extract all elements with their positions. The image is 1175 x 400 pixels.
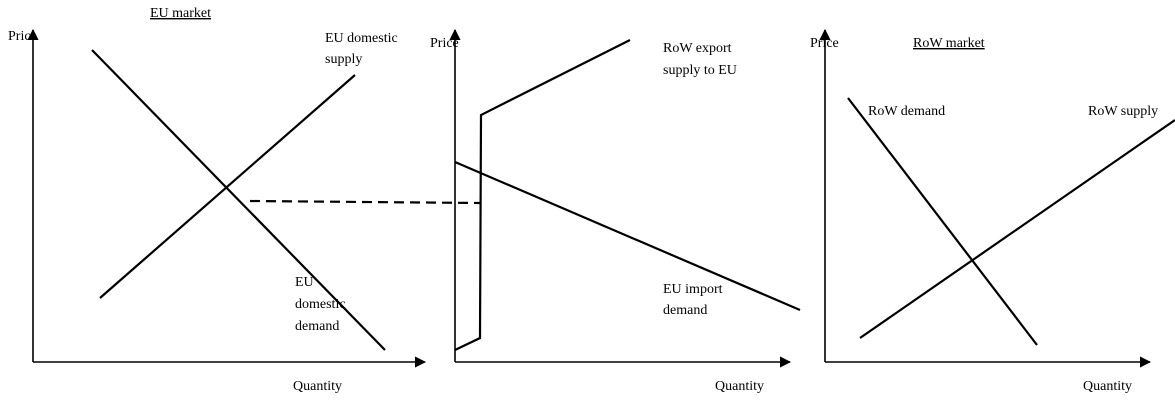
x-axis-label: Quantity — [1083, 379, 1132, 394]
y-axis-label: Price — [8, 29, 37, 44]
demand-curve — [91, 49, 386, 351]
curve-label: EU import — [663, 282, 723, 297]
x-axis-label: Quantity — [715, 379, 764, 394]
panel-title: EU market — [150, 6, 211, 21]
curve-label: EU domestic — [325, 31, 398, 46]
curve-label: domestic — [295, 297, 346, 312]
eu-market-panel: Price EU market Quantity EU domestic sup… — [8, 6, 481, 394]
curve-label: RoW supply — [1088, 104, 1158, 119]
trade-panel: Price Quantity RoW export supply to EU E… — [430, 28, 801, 394]
curve-label: demand — [295, 319, 339, 334]
supply-curve — [859, 119, 1175, 339]
row-market-panel: Price RoW market Quantity RoW demand RoW… — [810, 28, 1175, 394]
y-axis-label: Price — [430, 36, 459, 51]
export-supply-curve — [454, 39, 631, 351]
y-axis-label: Price — [810, 36, 839, 51]
x-axis-label: Quantity — [293, 379, 342, 394]
curve-label: RoW demand — [868, 104, 945, 119]
curve-label: demand — [663, 303, 707, 318]
demand-curve — [847, 97, 1038, 346]
price-link — [249, 199, 481, 205]
curve-label: RoW export — [663, 41, 732, 56]
curve-label: EU — [295, 275, 314, 290]
curve-label: supply to EU — [663, 63, 737, 78]
panel-title: RoW market — [913, 36, 985, 51]
import-demand-curve — [454, 160, 801, 312]
supply-curve — [99, 74, 356, 299]
curve-label: supply — [325, 52, 362, 67]
